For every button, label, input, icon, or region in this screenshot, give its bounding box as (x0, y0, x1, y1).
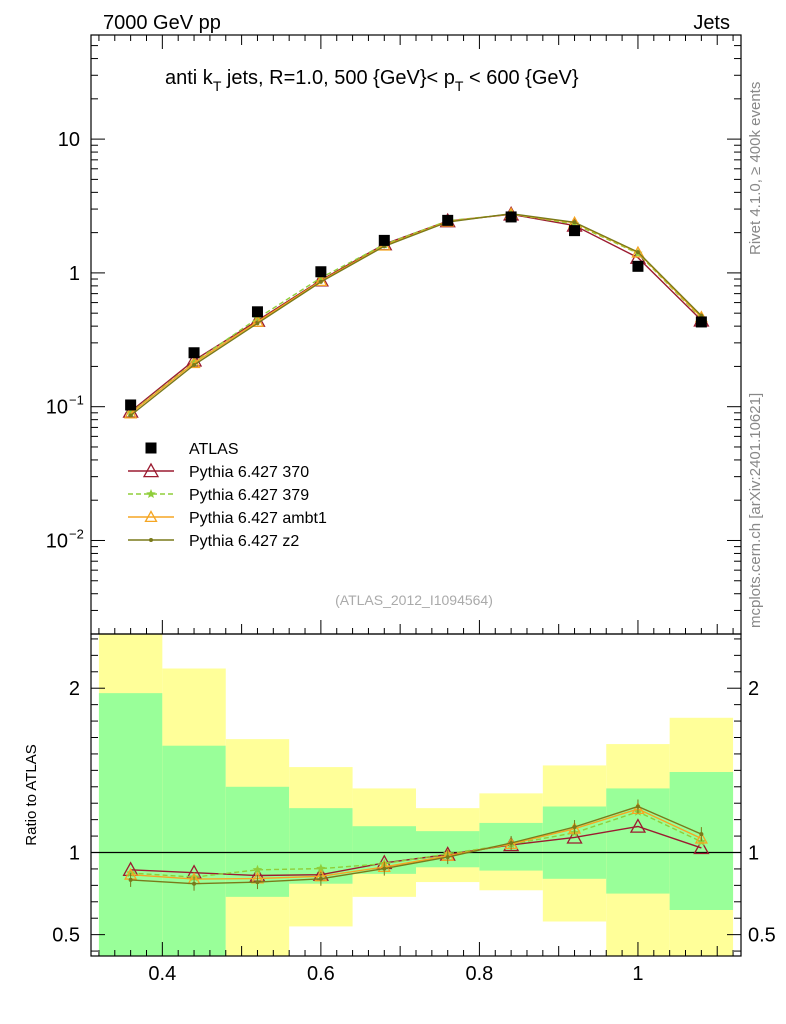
point-atlas-1 (188, 347, 200, 359)
series-z2 (128, 211, 704, 418)
header-left: 7000 GeV pp (103, 12, 221, 34)
point-atlas-4 (378, 234, 390, 246)
point-atlas-3 (315, 266, 327, 278)
legend-marker-ambt1 (144, 510, 158, 523)
ratio-ylabel: Ratio to ATLAS (23, 744, 40, 845)
band-inner-0 (98, 693, 163, 956)
ratio-point-z2-8 (635, 804, 640, 809)
ratio-point-p379-1 (189, 872, 199, 882)
point-p379-0 (125, 407, 136, 417)
ratio-point-p370-8 (629, 818, 647, 833)
ytick-label-exp-3: −2 (69, 526, 84, 541)
ratio-line-ambt1 (130, 808, 702, 880)
ratio-ytick-label-left-2: 0.5 (52, 925, 80, 947)
line-z2 (130, 212, 702, 417)
ratio-point-z2-6 (509, 840, 514, 845)
analysis-label: (ATLAS_2012_I1094564) (335, 592, 493, 608)
ratio-series-z2 (128, 799, 704, 891)
legend-label-p370: Pythia 6.427 370 (189, 464, 309, 481)
legend-marker-z2 (149, 538, 153, 542)
ratio-ytick-label-right-0: 2 (748, 678, 759, 700)
legend-item-p379: Pythia 6.427 379 (128, 487, 309, 504)
xtick-label-1: 0.6 (307, 963, 335, 985)
point-atlas-5 (442, 214, 454, 226)
legend-label-z2: Pythia 6.427 z2 (189, 533, 299, 550)
point-atlas-9 (695, 316, 707, 328)
ratio-point-z2-7 (572, 825, 577, 830)
ratio-point-p370-9 (693, 839, 710, 855)
rivet-label: Rivet 4.1.0, ≥ 400k events (747, 82, 764, 255)
ytick-label-top-2: 10 (46, 397, 68, 419)
point-atlas-2 (251, 306, 263, 318)
point-z2-7 (572, 220, 577, 225)
ratio-line-p379 (130, 811, 702, 878)
legend-label-ambt1: Pythia 6.427 ambt1 (189, 510, 327, 527)
point-z2-8 (635, 250, 640, 255)
header-right: Jets (693, 12, 730, 34)
xtick-label-0: 0.4 (148, 963, 176, 985)
point-z2-0 (128, 413, 133, 418)
series-p370 (122, 205, 710, 418)
ytick-label-exp-2: −1 (69, 393, 84, 408)
mcplots-label: mcplots.cern.ch [arXiv:2401.10621] (747, 393, 764, 628)
legend-label-p379: Pythia 6.427 379 (189, 487, 309, 504)
point-atlas-0 (125, 399, 137, 411)
ratio-ytick-label-left-0: 2 (69, 678, 80, 700)
ratio-ytick-label-left-1: 1 (69, 843, 80, 865)
ytick-label-top-0: 10 (58, 129, 80, 151)
ratio-point-p379-0 (125, 868, 136, 878)
legend-marker-p370 (142, 462, 160, 478)
ratio-point-z2-9 (699, 832, 704, 837)
legend-marker-p379 (146, 489, 156, 498)
series-ambt1 (124, 207, 708, 419)
ytick-label-top-1: 1 (69, 263, 80, 285)
legend-item-z2: Pythia 6.427 z2 (128, 533, 299, 550)
ratio-point-z2-4 (382, 866, 387, 871)
ratio-point-z2-3 (318, 876, 323, 881)
ratio-point-p379-3 (316, 863, 326, 873)
ytick-label-top-3: 10 (46, 530, 68, 552)
ratio-point-z2-2 (255, 880, 260, 885)
band-inner-1 (162, 745, 226, 956)
plot-title: anti kT jets, R=1.0, 500 {GeV}< pT < 600… (165, 67, 579, 94)
ratio-line-p370 (130, 825, 702, 877)
point-z2-2 (255, 321, 260, 326)
point-p379-1 (189, 357, 199, 367)
point-atlas-8 (632, 260, 644, 272)
ratio-ytick-label-right-2: 0.5 (748, 925, 776, 947)
ratio-point-p379-2 (252, 864, 263, 874)
ratio-point-p370-7 (566, 829, 583, 844)
data-series (122, 205, 710, 891)
line-p379 (130, 213, 702, 414)
uncertainty-bands (98, 634, 734, 956)
series-atlas (125, 211, 707, 411)
legend-item-atlas: ATLAS (145, 441, 239, 458)
ratio-point-z2-0 (128, 877, 133, 882)
legend-marker-atlas (145, 442, 157, 454)
legend-item-ambt1: Pythia 6.427 ambt1 (128, 510, 327, 527)
point-atlas-6 (505, 211, 517, 223)
legend-item-p370: Pythia 6.427 370 (128, 462, 309, 481)
point-z2-3 (318, 279, 323, 284)
legend-label-atlas: ATLAS (189, 441, 239, 458)
ratio-point-z2-5 (445, 855, 450, 860)
legend: ATLAS Pythia 6.427 370 Pythia 6.427 379 Pyt… (128, 441, 327, 550)
point-ambt1-8 (631, 245, 645, 258)
ratio-point-p379-9 (696, 836, 707, 846)
ratio-point-z2-1 (192, 881, 197, 886)
point-z2-1 (192, 362, 197, 367)
ratio-point-ambt1-9 (694, 831, 708, 844)
xtick-label-3: 1 (632, 963, 643, 985)
series-p379 (125, 209, 707, 417)
xtick-label-2: 0.8 (466, 963, 494, 985)
point-atlas-7 (569, 225, 581, 237)
ratio-line-z2 (130, 805, 702, 885)
ratio-ytick-label-right-1: 1 (748, 843, 759, 865)
